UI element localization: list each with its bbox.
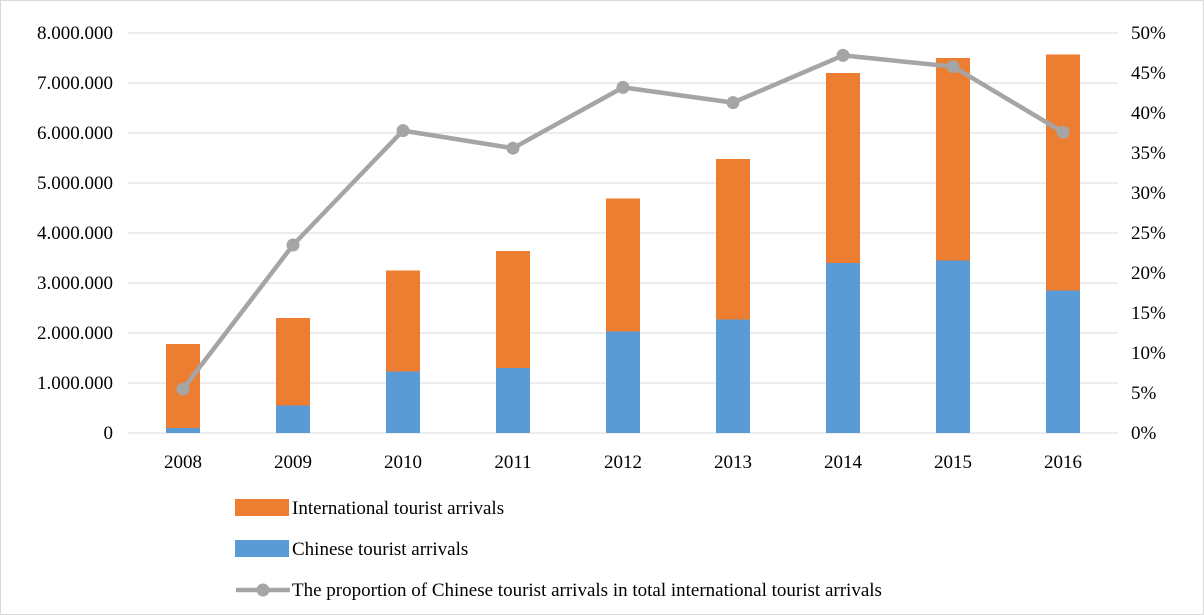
bar-chinese-2016 — [1046, 290, 1080, 433]
x-tick-label: 2015 — [934, 452, 972, 473]
right-tick-label: 20% — [1131, 263, 1166, 284]
proportion-point-2015 — [946, 60, 960, 74]
right-tick-label: 25% — [1131, 223, 1166, 244]
bars — [166, 54, 1080, 433]
legend-swatch-international — [235, 499, 289, 516]
left-tick-label: 6.000.000 — [37, 123, 113, 144]
right-tick-label: 15% — [1131, 303, 1166, 324]
x-tick-label: 2013 — [714, 452, 752, 473]
x-tick-label: 2010 — [384, 452, 422, 473]
x-tick-label: 2014 — [824, 452, 863, 473]
bar-chinese-2011 — [496, 368, 530, 433]
x-axis-ticks: 2008 2009 2010 2011 2012 2013 2014 2015 2016 — [164, 452, 1082, 473]
bar-chinese-2010 — [386, 371, 420, 433]
right-tick-label: 10% — [1131, 343, 1166, 364]
left-tick-label: 3.000.000 — [37, 273, 113, 294]
left-tick-label: 4.000.000 — [37, 223, 113, 244]
legend-label-chinese: Chinese tourist arrivals — [292, 539, 468, 560]
bar-chinese-2012 — [606, 331, 640, 433]
legend-label-international: International tourist arrivals — [292, 498, 504, 519]
proportion-point-2012 — [616, 80, 630, 94]
left-axis-ticks: 0 1.000.000 2.000.000 3.000.000 4.000.000 5.0… — [37, 23, 113, 444]
right-tick-label: 30% — [1131, 183, 1166, 204]
proportion-point-2014 — [836, 48, 850, 62]
left-tick-label: 5.000.000 — [37, 173, 113, 194]
left-tick-label: 7.000.000 — [37, 73, 113, 94]
proportion-point-2013 — [726, 96, 740, 110]
proportion-point-2016 — [1056, 125, 1070, 139]
right-axis-ticks: 0% 5% 10% 15% 20% 25% 30% 35% 40% 45% 50% — [1131, 23, 1166, 444]
legend-swatch-proportion-marker — [256, 583, 270, 597]
bar-chinese-2009 — [276, 405, 310, 433]
x-tick-label: 2016 — [1044, 452, 1082, 473]
x-tick-label: 2008 — [164, 452, 202, 473]
proportion-line — [176, 48, 1070, 396]
right-tick-label: 5% — [1131, 383, 1157, 404]
bar-chinese-2014 — [826, 263, 860, 433]
left-tick-label: 2.000.000 — [37, 323, 113, 344]
right-tick-label: 0% — [1131, 423, 1157, 444]
right-tick-label: 50% — [1131, 23, 1166, 44]
right-tick-label: 45% — [1131, 63, 1166, 84]
x-tick-label: 2012 — [604, 452, 642, 473]
proportion-point-2010 — [396, 124, 410, 138]
left-tick-label: 0 — [104, 423, 114, 444]
bar-chinese-2015 — [936, 260, 970, 433]
left-tick-label: 8.000.000 — [37, 23, 113, 44]
legend-label-proportion: The proportion of Chinese tourist arriva… — [292, 580, 882, 601]
proportion-point-2009 — [286, 238, 300, 252]
legend: International tourist arrivals Chinese to… — [235, 498, 882, 601]
proportion-point-2008 — [176, 382, 190, 396]
x-tick-label: 2009 — [274, 452, 312, 473]
left-tick-label: 1.000.000 — [37, 373, 113, 394]
bar-chinese-2008 — [166, 428, 200, 433]
x-tick-label: 2011 — [494, 452, 531, 473]
right-tick-label: 40% — [1131, 103, 1166, 124]
right-tick-label: 35% — [1131, 143, 1166, 164]
legend-swatch-chinese — [235, 540, 289, 557]
proportion-point-2011 — [506, 141, 520, 155]
bar-chinese-2013 — [716, 319, 750, 433]
